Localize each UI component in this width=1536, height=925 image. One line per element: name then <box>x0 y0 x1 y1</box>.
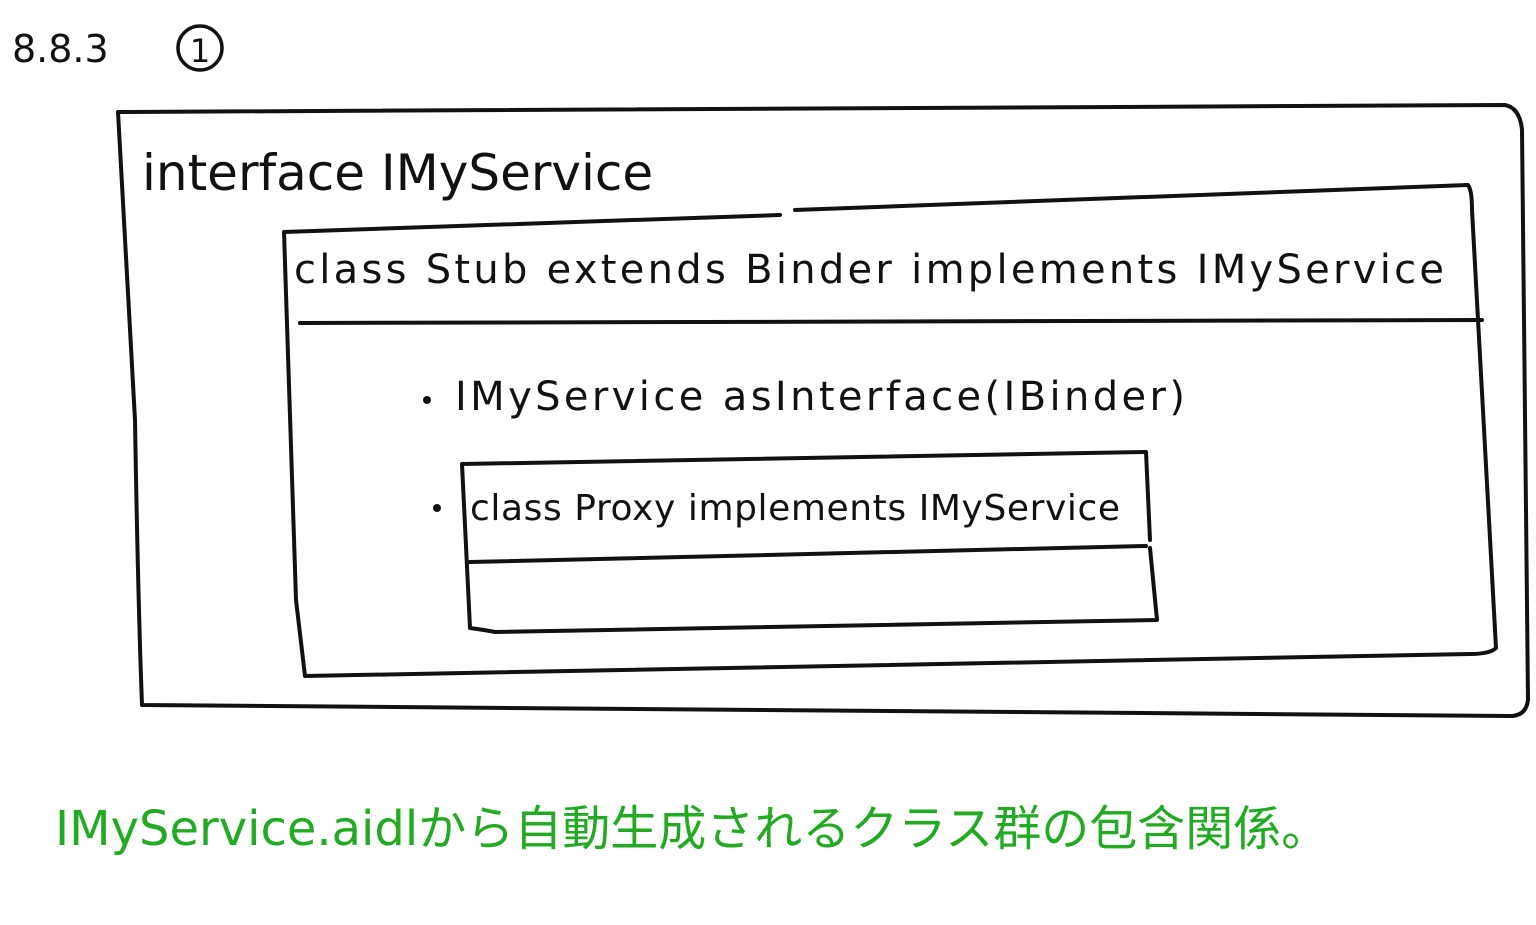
proxy-box <box>460 450 1159 634</box>
interface-title: interface IMyService <box>142 144 653 202</box>
badge-number: 1 <box>190 32 210 70</box>
bullet <box>433 504 441 512</box>
section-number: 8.8.3 <box>12 27 109 71</box>
bullet <box>423 396 431 404</box>
member-method: IMyService asInterface(IBinder) <box>455 374 1185 420</box>
stub-divider <box>298 318 1484 325</box>
proxy-divider <box>468 544 1148 564</box>
member-class: class Proxy implements IMyService <box>470 488 1120 529</box>
interface-box <box>116 103 1530 718</box>
stub-title: class Stub extends Binder implements IMy… <box>294 247 1444 293</box>
stub-box <box>282 183 1498 678</box>
badge-circle <box>176 24 224 72</box>
caption: IMyService.aidlから自動生成されるクラス群の包含関係。 <box>55 801 1329 857</box>
